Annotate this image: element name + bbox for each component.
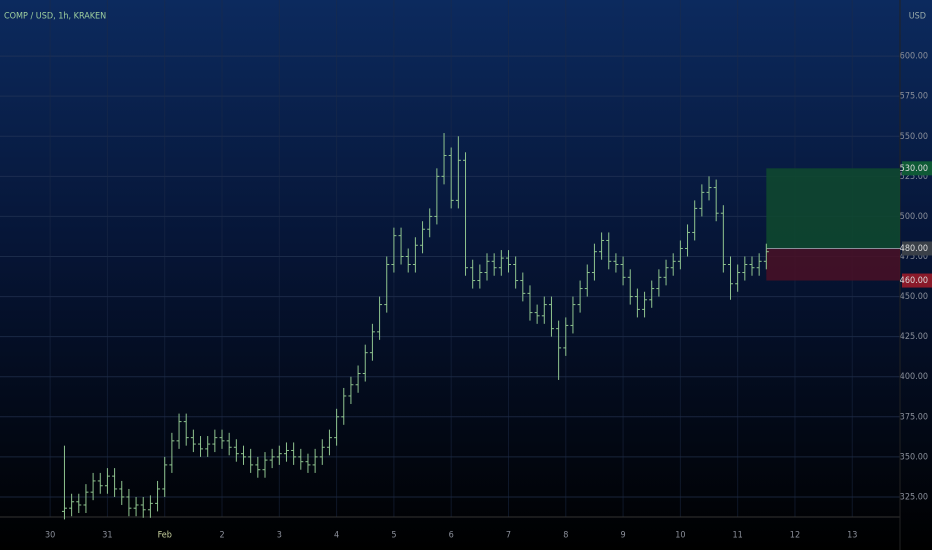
y-tick-label: 500.00: [900, 212, 928, 222]
x-tick-label: 6: [449, 531, 454, 541]
x-tick-label: 13: [847, 531, 857, 541]
y-tick-label: 550.00: [900, 132, 928, 142]
x-tick-label: 11: [733, 531, 743, 541]
y-tick-label: 425.00: [900, 332, 928, 342]
x-tick-label: 10: [675, 531, 685, 541]
x-tick-label: 2: [219, 531, 224, 541]
price-tag: [902, 161, 932, 176]
profit-zone: [766, 168, 900, 249]
x-tick-label: 3: [277, 531, 282, 541]
x-tick-label: 4: [334, 531, 339, 541]
loss-zone: [766, 248, 900, 281]
y-tick-label: 600.00: [900, 52, 928, 62]
y-tick-label: 325.00: [900, 492, 928, 502]
x-tick-label: 30: [45, 531, 55, 541]
x-tick-label: Feb: [158, 531, 172, 541]
y-tick-label: 475.00: [900, 252, 928, 262]
y-tick-label: 450.00: [900, 292, 928, 302]
chart-title: COMP / USD, 1h, KRAKEN: [4, 12, 106, 22]
y-tick-label: 350.00: [900, 452, 928, 462]
x-tick-label: 8: [563, 531, 568, 541]
price-tag-label: 460.00: [900, 276, 928, 286]
currency-label: USD: [909, 12, 926, 22]
price-tag: [902, 273, 932, 288]
x-tick-label: 5: [391, 531, 396, 541]
x-tick-label: 31: [102, 531, 112, 541]
price-tag: [902, 241, 932, 256]
x-tick-label: 12: [790, 531, 800, 541]
y-tick-label: 575.00: [900, 92, 928, 102]
y-tick-label: 525.00: [900, 172, 928, 182]
y-tick-label: 400.00: [900, 372, 928, 382]
x-tick-label: 7: [506, 531, 511, 541]
price-tag-label: 530.00: [900, 164, 928, 174]
price-tag-label: 480.00: [900, 244, 928, 254]
x-tick-label: 9: [620, 531, 625, 541]
y-tick-label: 375.00: [900, 412, 928, 422]
